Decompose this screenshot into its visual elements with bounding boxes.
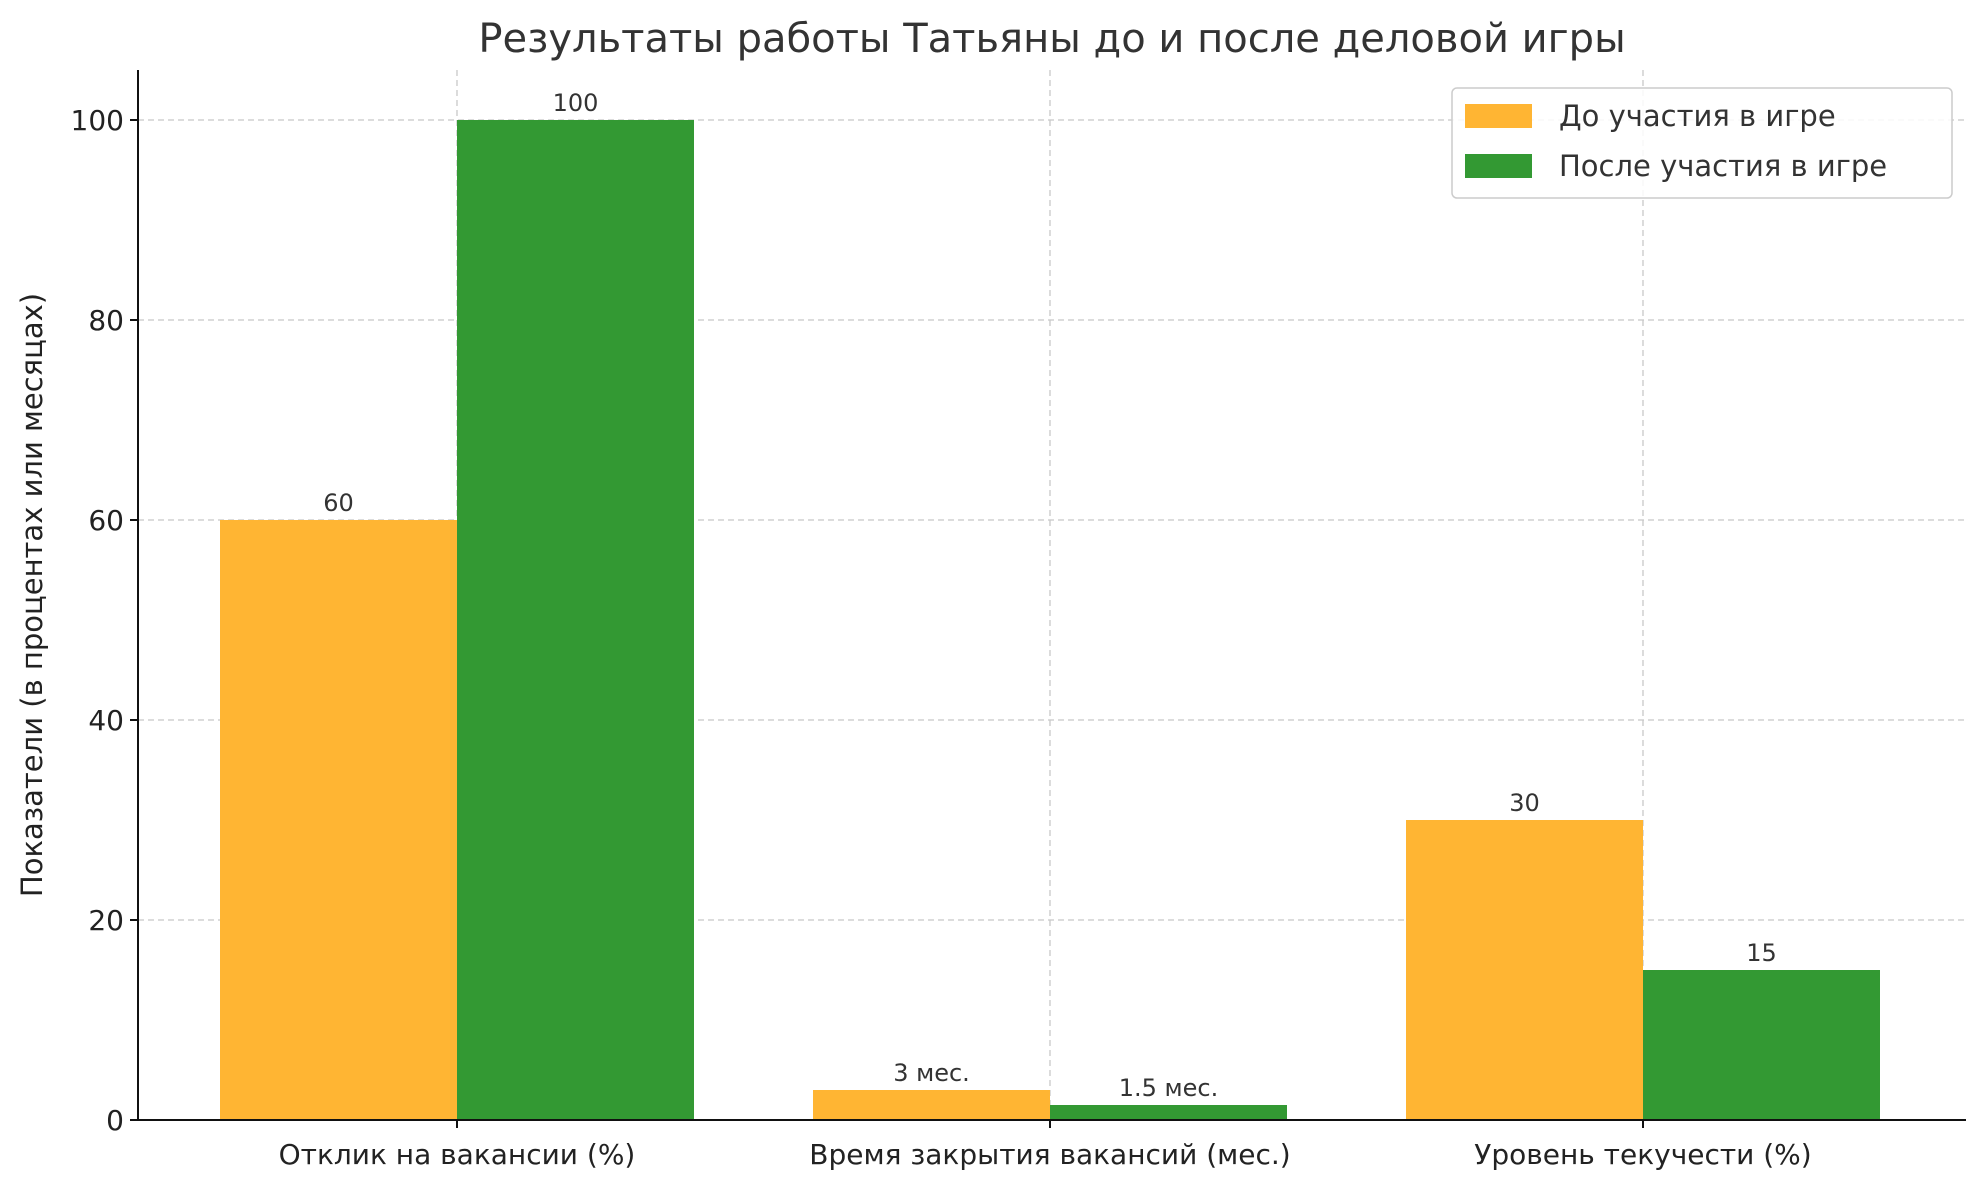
y-tick-label: 20 xyxy=(88,904,124,937)
bar-value-label: 3 мес. xyxy=(893,1059,970,1087)
x-tick-label: Время закрытия вакансий (мес.) xyxy=(809,1138,1290,1171)
chart-title: Результаты работы Татьяны до и после дел… xyxy=(478,16,1625,62)
y-axis-label: Показатели (в процентах или месяцах) xyxy=(15,293,49,897)
y-tick-label: 0 xyxy=(106,1104,124,1137)
bar-value-label: 100 xyxy=(553,89,599,117)
x-tick-label: Уровень текучести (%) xyxy=(1474,1138,1811,1171)
bar-value-labels: 60 3 мес. 30 100 1.5 мес. 15 xyxy=(323,89,1777,1102)
y-tick-label: 100 xyxy=(71,104,124,137)
bar xyxy=(1643,970,1880,1120)
tick-labels: 0 20 40 60 80 100 Отклик на вакансии (%) Время … xyxy=(71,104,1812,1171)
legend-swatch xyxy=(1465,154,1532,178)
bar-value-label: 30 xyxy=(1509,789,1540,817)
bar xyxy=(457,120,694,1120)
legend-swatch xyxy=(1465,104,1532,128)
x-tick-label: Отклик на вакансии (%) xyxy=(279,1138,636,1171)
bar-value-label: 1.5 мес. xyxy=(1119,1074,1219,1102)
bar xyxy=(1050,1105,1287,1120)
y-tick-label: 60 xyxy=(88,504,124,537)
legend-entry: После участия в игре xyxy=(1559,149,1887,183)
bar xyxy=(1406,820,1643,1120)
legend-entry: До участия в игре xyxy=(1559,99,1836,133)
bar-value-label: 60 xyxy=(323,489,354,517)
bar xyxy=(220,520,457,1120)
bars xyxy=(220,120,1880,1120)
bar xyxy=(813,1090,1050,1120)
legend: До участия в игре После участия в игре xyxy=(1451,87,1953,199)
y-tick-label: 40 xyxy=(88,704,124,737)
bar-value-label: 15 xyxy=(1746,939,1777,967)
y-tick-label: 80 xyxy=(88,304,124,337)
axes xyxy=(130,70,1966,1128)
legend-frame xyxy=(1451,87,1953,199)
